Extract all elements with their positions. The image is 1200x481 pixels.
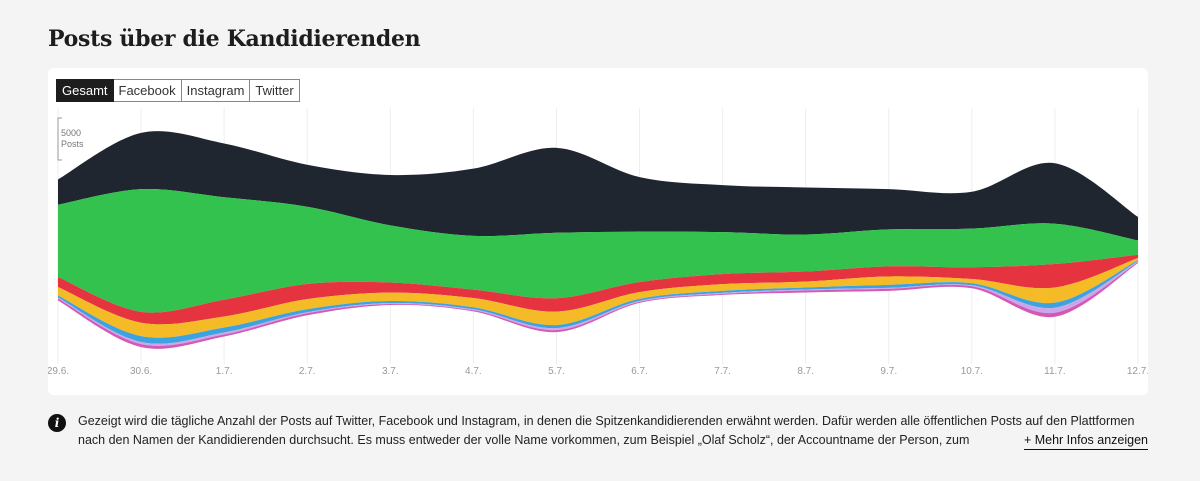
x-tick-label: 6.7. xyxy=(631,366,648,377)
x-tick-label: 9.7. xyxy=(880,366,897,377)
tab-twitter[interactable]: Twitter xyxy=(250,79,300,102)
platform-tabs: Gesamt Facebook Instagram Twitter xyxy=(56,79,300,102)
more-info-link[interactable]: + Mehr Infos anzeigen xyxy=(1023,431,1148,450)
stream-layer-3 xyxy=(58,254,1138,325)
page-title: Posts über die Kandidierenden xyxy=(48,26,421,52)
x-tick-label: 4.7. xyxy=(465,366,482,377)
scale-label-unit: Posts xyxy=(61,139,84,149)
x-tick-label: 12.7. xyxy=(1127,366,1148,377)
x-tick-label: 8.7. xyxy=(797,366,814,377)
stream-layer-1 xyxy=(58,131,1138,241)
x-tick-label: 30.6. xyxy=(130,366,152,377)
tab-facebook[interactable]: Facebook xyxy=(113,79,182,102)
x-tick-label: 11.7. xyxy=(1044,366,1066,377)
stream-layer-2 xyxy=(58,189,1138,313)
streamgraph-chart: 29.6. 30.6. 1.7. 2.7. 3.7. 4.7. 5.7. 6.7. 7.7. 8.… xyxy=(48,108,1148,377)
scale-label-value: 5000 xyxy=(61,128,81,138)
x-tick-label: 5.7. xyxy=(548,366,565,377)
tab-gesamt[interactable]: Gesamt xyxy=(56,79,114,102)
x-tick-label: 2.7. xyxy=(299,366,316,377)
info-icon: i xyxy=(48,414,66,432)
x-tick-label: 1.7. xyxy=(216,366,233,377)
stream-layer-4 xyxy=(58,258,1138,338)
x-tick-label: 3.7. xyxy=(382,366,399,377)
info-description: Gezeigt wird die tägliche Anzahl der Pos… xyxy=(78,414,1135,447)
x-tick-label: 7.7. xyxy=(714,366,731,377)
info-text: + Mehr Infos anzeigen Gezeigt wird die t… xyxy=(78,412,1148,450)
info-box: i + Mehr Infos anzeigen Gezeigt wird die… xyxy=(48,412,1148,450)
x-tick-label: 10.7. xyxy=(961,366,983,377)
tab-instagram[interactable]: Instagram xyxy=(181,79,251,102)
scale-bracket xyxy=(57,117,62,161)
chart-card: 29.6. 30.6. 1.7. 2.7. 3.7. 4.7. 5.7. 6.7. 7.7. 8.… xyxy=(48,68,1148,395)
x-tick-label: 29.6. xyxy=(48,366,69,377)
